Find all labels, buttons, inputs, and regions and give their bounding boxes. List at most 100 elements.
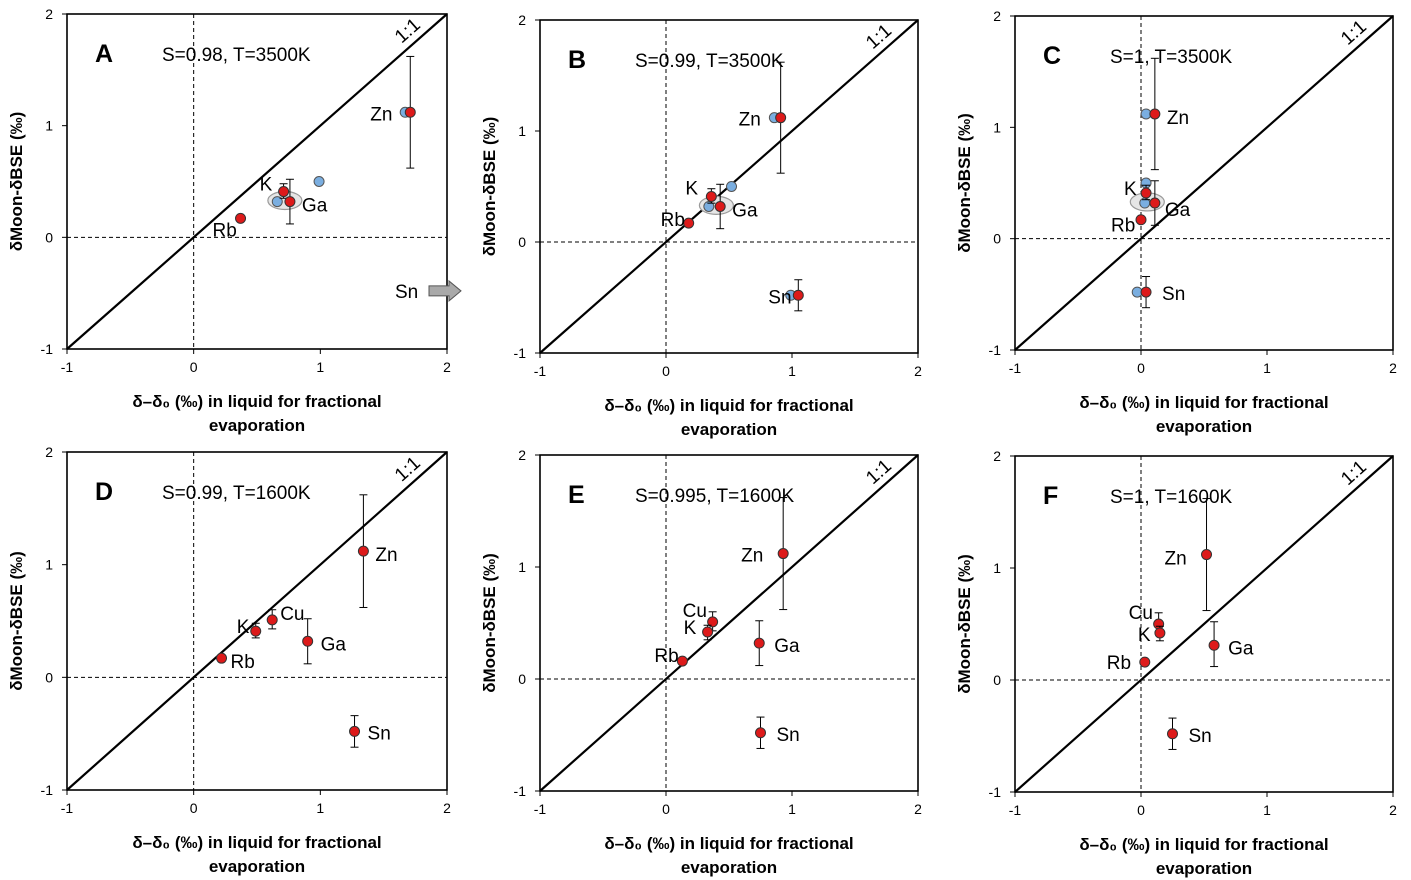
model-point-zn bbox=[357, 545, 369, 557]
point-label-sn: Sn bbox=[1162, 284, 1185, 305]
point-label-cu: Cu bbox=[1129, 603, 1153, 624]
y-tick-label: -1 bbox=[989, 342, 1002, 358]
model-point-ga bbox=[284, 196, 296, 208]
panel-params: S=1, T=3500K bbox=[1110, 47, 1233, 68]
panel-params: S=1, T=1600K bbox=[1110, 487, 1233, 508]
point-label-sn: Sn bbox=[777, 725, 800, 746]
panel-f: 1:1 -1 0 1 2 -1 0 1 2 δ–δ₀ (‰) in liquid for frac… bbox=[955, 448, 1397, 878]
one-to-one-label: 1:1 bbox=[862, 20, 896, 53]
y-tick-label: 2 bbox=[993, 448, 1001, 464]
point-label-zn: Zn bbox=[739, 110, 761, 131]
model-point-rb bbox=[216, 652, 228, 664]
model-point-k bbox=[702, 626, 714, 638]
x-axis-label: δ–δ₀ (‰) in liquid for fractional bbox=[1079, 393, 1328, 412]
x-axis-label: evaporation bbox=[1156, 859, 1252, 878]
x-tick-label: 2 bbox=[1389, 360, 1397, 376]
y-tick-label: -1 bbox=[41, 782, 54, 798]
one-to-one-line bbox=[66, 451, 448, 791]
model-point-zn bbox=[404, 106, 416, 118]
x-tick-label: 2 bbox=[443, 800, 451, 816]
panel-letter: D bbox=[95, 478, 113, 506]
y-tick-label: 1 bbox=[993, 119, 1001, 135]
point-label-sn: Sn bbox=[368, 723, 391, 744]
panel-params: S=0.99, T=1600K bbox=[162, 483, 311, 504]
model-point-cu bbox=[1153, 618, 1165, 630]
measured-point-cu bbox=[313, 176, 325, 187]
x-tick-label: 1 bbox=[316, 800, 324, 816]
model-point-ga bbox=[753, 637, 765, 649]
y-tick-label: 2 bbox=[993, 8, 1001, 24]
y-tick-label: 0 bbox=[45, 669, 53, 685]
y-axis-label: δMoon-δBSE (‰) bbox=[480, 553, 499, 693]
model-point-ga bbox=[302, 635, 314, 647]
y-tick-label: -1 bbox=[989, 784, 1002, 800]
model-point-k bbox=[250, 625, 262, 637]
x-axis-label: δ–δ₀ (‰) in liquid for fractional bbox=[604, 834, 853, 853]
x-tick-label: -1 bbox=[534, 801, 547, 817]
x-tick-label: 1 bbox=[788, 801, 796, 817]
model-point-ga bbox=[1208, 639, 1220, 651]
y-tick-label: 0 bbox=[518, 671, 526, 687]
plot-frame bbox=[1014, 15, 1394, 351]
one-to-one-label: 1:1 bbox=[391, 453, 425, 486]
point-label-cu: Cu bbox=[280, 604, 304, 625]
point-label-rb: Rb bbox=[661, 210, 685, 231]
panel-a: 1:1 -1 0 1 2 -1 0 1 2 δ–δ₀ (‰) in liquid for frac… bbox=[7, 6, 462, 435]
y-axis-label: δMoon-δBSE (‰) bbox=[955, 113, 974, 253]
x-axis-label: evaporation bbox=[209, 416, 305, 435]
point-label-k: K bbox=[685, 178, 698, 199]
point-label-ga: Ga bbox=[732, 200, 758, 221]
x-axis-label: evaporation bbox=[681, 420, 777, 439]
one-to-one-label: 1:1 bbox=[1337, 457, 1371, 490]
y-tick-label: -1 bbox=[41, 341, 54, 357]
model-point-rb bbox=[683, 217, 695, 229]
model-point-sn bbox=[755, 727, 766, 739]
model-point-sn bbox=[792, 289, 804, 301]
x-tick-label: -1 bbox=[1009, 802, 1022, 818]
x-tick-label: 0 bbox=[662, 801, 670, 817]
model-point-rb bbox=[1139, 656, 1151, 668]
y-tick-label: -1 bbox=[514, 783, 527, 799]
x-tick-label: 0 bbox=[1137, 802, 1145, 818]
one-to-one-label: 1:1 bbox=[391, 15, 425, 48]
x-tick-label: -1 bbox=[61, 800, 74, 816]
model-point-k bbox=[1140, 187, 1152, 199]
x-axis-label: evaporation bbox=[681, 858, 777, 877]
measured-point-ga bbox=[271, 196, 283, 208]
point-label-k: K bbox=[1138, 625, 1151, 646]
x-tick-label: -1 bbox=[1009, 360, 1022, 376]
x-tick-label: 0 bbox=[190, 359, 198, 375]
panel-params: S=0.98, T=3500K bbox=[162, 45, 311, 66]
panel-b: 1:1 -1 0 1 2 -1 0 1 2 δ–δ₀ (‰) in liquid for frac… bbox=[480, 12, 922, 439]
x-tick-label: 1 bbox=[316, 359, 324, 375]
x-tick-label: -1 bbox=[61, 359, 74, 375]
x-tick-label: -1 bbox=[534, 363, 547, 379]
panel-letter: E bbox=[568, 481, 585, 509]
plot-frame bbox=[539, 19, 919, 354]
x-tick-label: 2 bbox=[914, 801, 922, 817]
measured-point-ga bbox=[703, 200, 715, 212]
point-label-k: K bbox=[237, 617, 250, 638]
model-point-k bbox=[705, 190, 717, 202]
model-point-cu bbox=[266, 614, 278, 626]
y-tick-label: 2 bbox=[518, 447, 526, 463]
x-tick-label: 2 bbox=[1389, 802, 1397, 818]
x-tick-label: 1 bbox=[1263, 360, 1271, 376]
x-axis-label: δ–δ₀ (‰) in liquid for fractional bbox=[604, 396, 853, 415]
point-label-ga: Ga bbox=[1165, 200, 1191, 221]
point-label-zn: Zn bbox=[370, 104, 392, 125]
x-axis-label: δ–δ₀ (‰) in liquid for fractional bbox=[132, 392, 381, 411]
model-point-zn bbox=[1149, 108, 1161, 120]
x-tick-label: 0 bbox=[1137, 360, 1145, 376]
panel-letter: B bbox=[568, 46, 586, 74]
y-tick-label: 1 bbox=[45, 557, 53, 573]
x-tick-label: 0 bbox=[662, 363, 670, 379]
one-to-one-label: 1:1 bbox=[1337, 16, 1371, 49]
model-point-k bbox=[278, 186, 290, 198]
panel-d: 1:1 -1 0 1 2 -1 0 1 2 δ–δ₀ (‰) in liquid for frac… bbox=[7, 444, 451, 876]
point-label-rb: Rb bbox=[231, 652, 255, 673]
y-tick-label: 2 bbox=[45, 6, 53, 22]
point-label-zn: Zn bbox=[375, 545, 397, 566]
point-label-rb: Rb bbox=[654, 646, 678, 667]
